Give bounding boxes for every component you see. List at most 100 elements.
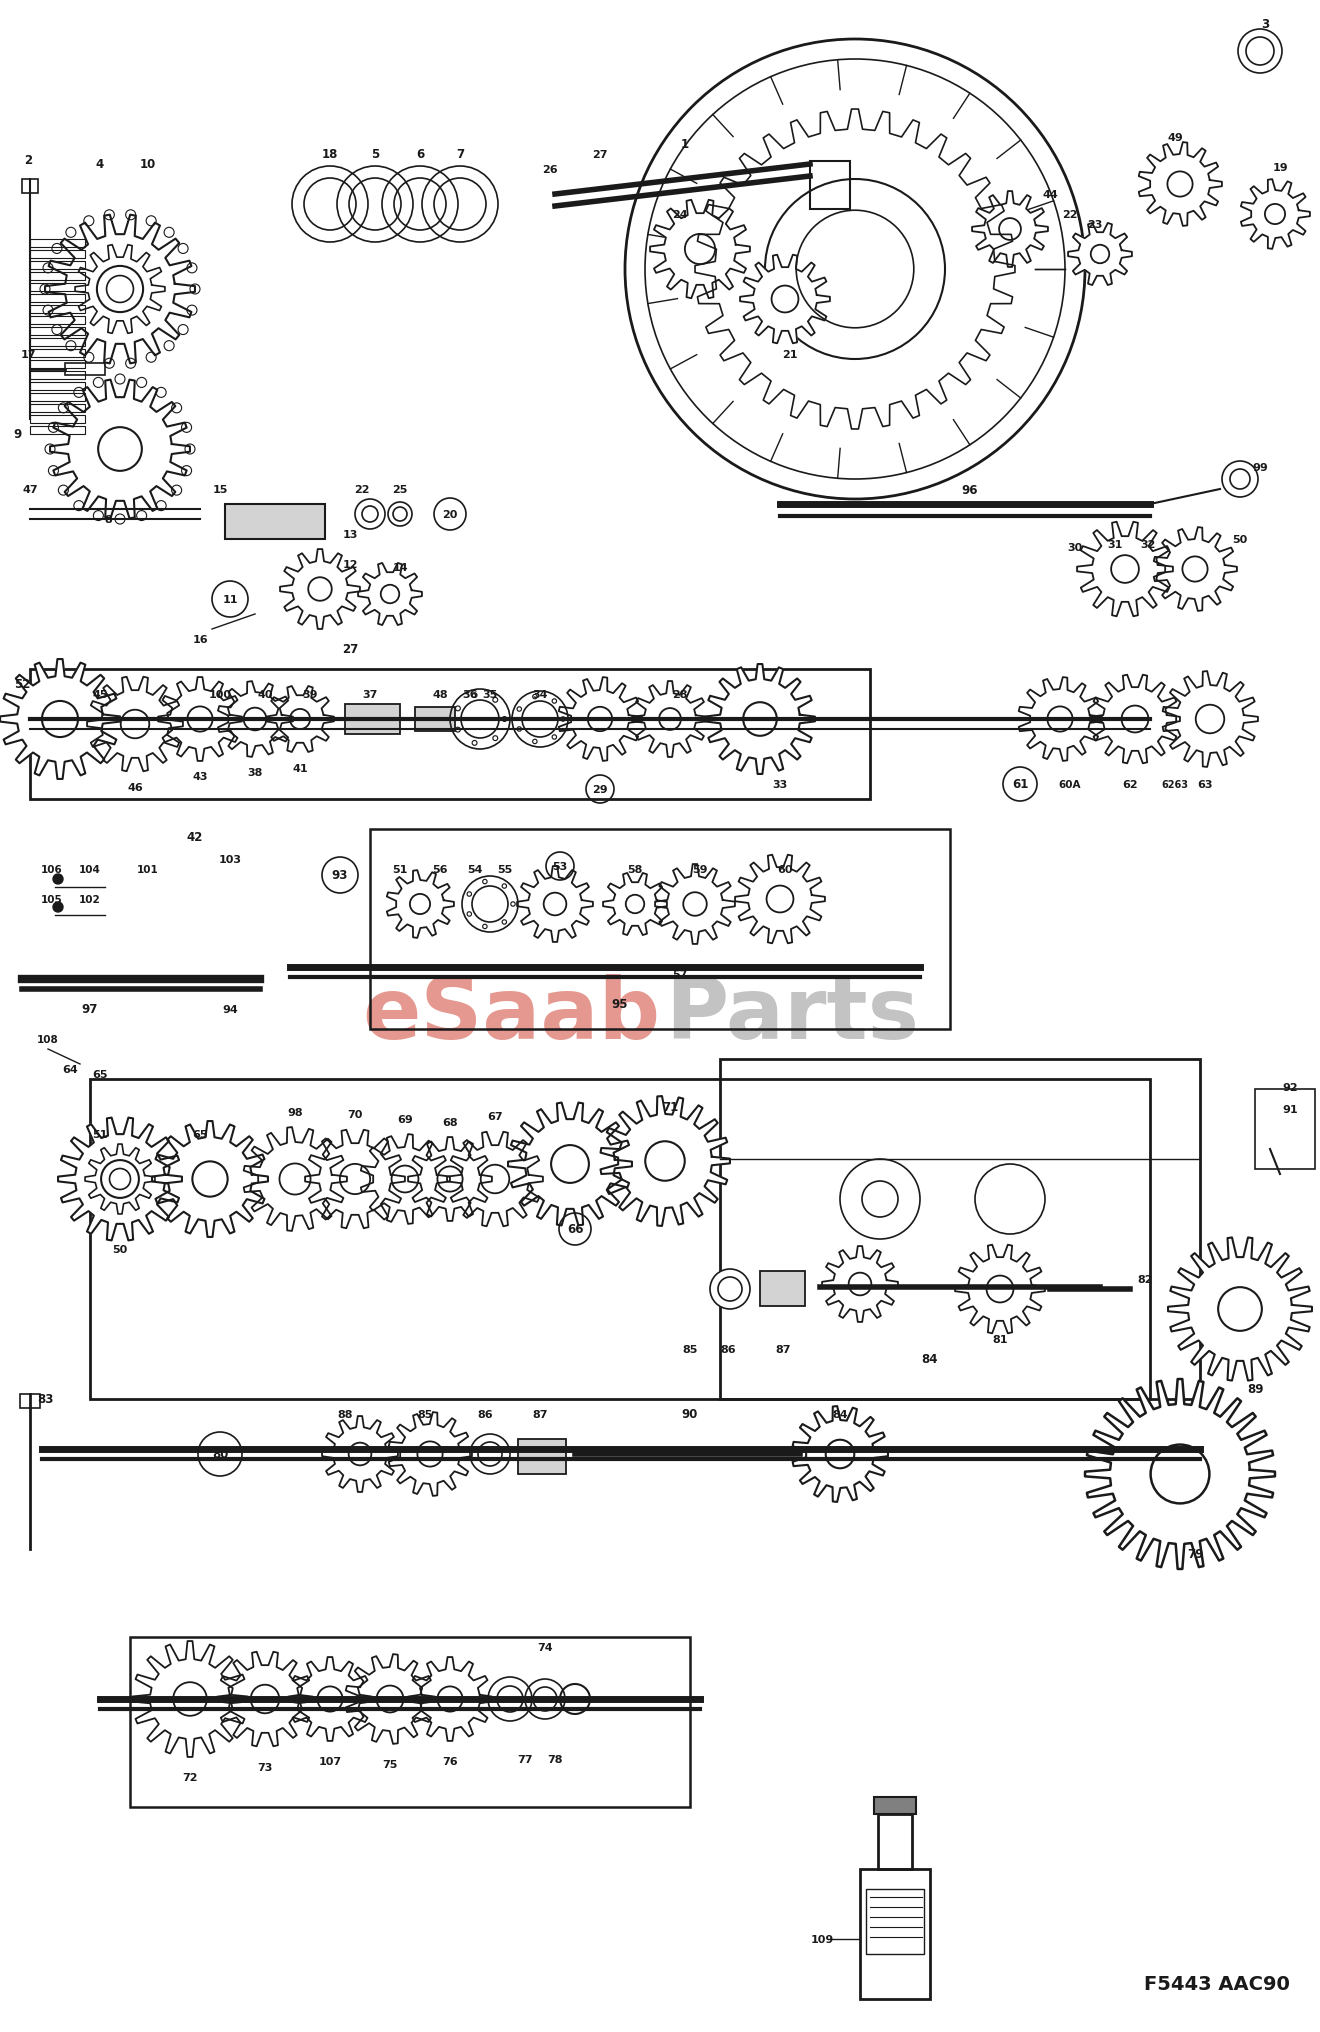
Bar <box>30 382 84 390</box>
Polygon shape <box>50 380 190 518</box>
Bar <box>30 284 84 293</box>
Text: 93: 93 <box>331 870 348 882</box>
Text: 75: 75 <box>383 1760 397 1770</box>
Text: 62: 62 <box>1122 780 1138 790</box>
Text: 39: 39 <box>302 689 318 699</box>
Text: 106: 106 <box>41 864 63 874</box>
Text: 38: 38 <box>247 768 263 778</box>
Polygon shape <box>84 1144 154 1215</box>
Polygon shape <box>508 1103 632 1225</box>
Text: 26: 26 <box>543 165 558 175</box>
Text: 22: 22 <box>1063 209 1077 219</box>
Text: 98: 98 <box>288 1107 302 1118</box>
Bar <box>370 829 950 1030</box>
Text: 97: 97 <box>82 1004 98 1016</box>
Polygon shape <box>1163 673 1258 768</box>
Circle shape <box>337 167 413 244</box>
Polygon shape <box>601 1097 730 1227</box>
Text: 55: 55 <box>498 864 512 874</box>
Text: 3: 3 <box>1261 18 1269 30</box>
Text: 85: 85 <box>417 1410 433 1418</box>
Text: 81: 81 <box>993 1335 1007 1345</box>
Text: 40: 40 <box>257 689 273 699</box>
Text: 96: 96 <box>962 484 978 496</box>
Polygon shape <box>1085 1380 1275 1569</box>
Text: 85: 85 <box>682 1345 698 1355</box>
Polygon shape <box>267 687 334 752</box>
Text: 24: 24 <box>672 209 688 219</box>
Text: 87: 87 <box>532 1410 548 1418</box>
Bar <box>760 1272 805 1307</box>
Text: 51: 51 <box>392 864 408 874</box>
Text: 94: 94 <box>222 1004 238 1014</box>
Polygon shape <box>1139 142 1222 228</box>
Circle shape <box>381 167 458 244</box>
Circle shape <box>53 902 63 912</box>
Text: 25: 25 <box>392 486 408 494</box>
Polygon shape <box>649 201 750 299</box>
Polygon shape <box>1077 522 1173 618</box>
Text: F5443 AAC90: F5443 AAC90 <box>1144 1975 1290 1993</box>
Polygon shape <box>280 551 360 630</box>
Text: 100: 100 <box>209 689 231 699</box>
Text: 6263: 6263 <box>1162 780 1188 790</box>
Polygon shape <box>741 256 830 343</box>
Text: 41: 41 <box>292 764 308 774</box>
Polygon shape <box>0 660 120 780</box>
Bar <box>30 404 84 412</box>
Bar <box>22 181 38 193</box>
Text: 13: 13 <box>342 530 358 541</box>
Polygon shape <box>152 1122 268 1237</box>
Polygon shape <box>87 677 183 772</box>
Text: 12: 12 <box>342 559 358 569</box>
Bar <box>30 372 84 380</box>
Circle shape <box>1222 461 1258 498</box>
Text: eSaab: eSaab <box>362 973 660 1057</box>
Text: 42: 42 <box>187 831 203 843</box>
Polygon shape <box>389 1412 473 1496</box>
Text: 34: 34 <box>532 689 548 699</box>
Polygon shape <box>735 855 825 943</box>
Circle shape <box>422 167 498 244</box>
Bar <box>30 362 84 370</box>
Polygon shape <box>792 1406 888 1502</box>
Polygon shape <box>322 1416 397 1491</box>
Text: 36: 36 <box>462 689 478 699</box>
Text: 107: 107 <box>318 1756 342 1766</box>
Text: 28: 28 <box>672 689 688 699</box>
Text: 67: 67 <box>487 1112 503 1122</box>
Circle shape <box>488 1676 532 1721</box>
Text: 74: 74 <box>537 1642 553 1652</box>
Bar <box>866 1890 924 1955</box>
Polygon shape <box>216 1652 313 1745</box>
Polygon shape <box>288 1658 372 1741</box>
Text: 45: 45 <box>92 689 108 699</box>
Polygon shape <box>1241 181 1309 250</box>
Text: 43: 43 <box>193 772 207 782</box>
Text: 51: 51 <box>92 1130 108 1140</box>
Text: 101: 101 <box>137 864 158 874</box>
Polygon shape <box>1154 528 1237 612</box>
Text: 57: 57 <box>672 969 688 979</box>
Text: 91: 91 <box>1282 1105 1298 1114</box>
Polygon shape <box>822 1246 898 1323</box>
Text: 6: 6 <box>416 148 424 161</box>
Bar <box>719 1059 1200 1400</box>
Text: 64: 64 <box>62 1065 78 1075</box>
Bar <box>30 262 84 270</box>
Polygon shape <box>655 866 735 945</box>
Bar <box>30 394 84 402</box>
Text: 89: 89 <box>1247 1384 1263 1396</box>
Polygon shape <box>517 866 593 943</box>
Polygon shape <box>58 1118 182 1242</box>
Text: 88: 88 <box>337 1410 352 1418</box>
Text: 65: 65 <box>92 1069 108 1079</box>
Bar <box>24 193 36 224</box>
Text: 47: 47 <box>22 486 38 494</box>
Text: 79: 79 <box>1187 1548 1204 1561</box>
Bar <box>517 1439 566 1475</box>
Text: 104: 104 <box>79 864 100 874</box>
Text: 2: 2 <box>24 154 32 167</box>
Text: 72: 72 <box>182 1772 198 1782</box>
Text: Parts: Parts <box>665 973 919 1057</box>
